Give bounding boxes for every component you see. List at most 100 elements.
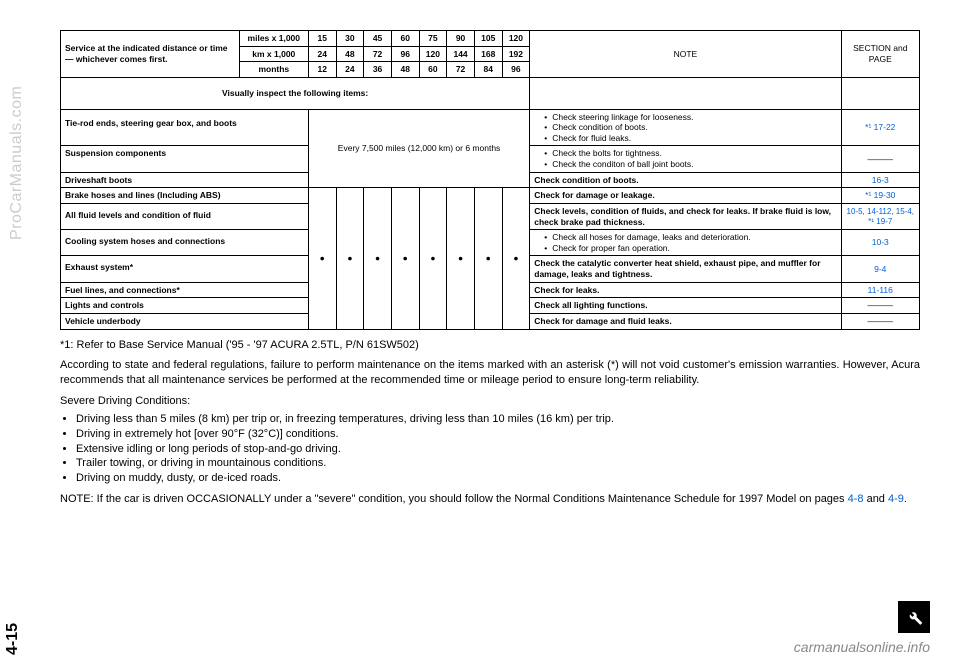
miles-7: 120 (502, 31, 530, 47)
interval-cell: Every 7,500 miles (12,000 km) or 6 month… (308, 109, 529, 188)
g1-page-2: 16-3 (841, 172, 919, 188)
g2-page-4: 11-116 (841, 282, 919, 298)
header-row-1: Service at the indicated distance or tim… (61, 31, 920, 47)
km-7: 192 (502, 46, 530, 62)
inspect-note-empty (530, 77, 841, 109)
service-label: Service at the indicated distance or tim… (61, 31, 240, 78)
g1-note-0-1: Check condition of boots. (544, 122, 836, 133)
g2-page-5: ——— (841, 298, 919, 314)
g1-item-2: Driveshaft boots (61, 172, 309, 188)
g2-item-0: Brake hoses and lines (Including ABS) (61, 188, 309, 204)
g2-note-0: Check for damage or leakage. (530, 188, 841, 204)
severe-2: Extensive idling or long periods of stop… (76, 442, 920, 457)
inspect-banner: Visually inspect the following items: (61, 77, 530, 109)
dot-7: ● (502, 188, 530, 329)
footnote: *1: Refer to Base Service Manual ('95 - … (60, 338, 920, 353)
g2-note-4: Check for leaks. (530, 282, 841, 298)
mo-0: 12 (308, 62, 336, 78)
inspect-page-empty (841, 77, 919, 109)
g2-note-6: Check for damage and fluid leaks. (530, 313, 841, 329)
miles-6: 105 (474, 31, 502, 47)
g2-note-3: Check the catalytic converter heat shiel… (530, 256, 841, 282)
unit-miles: miles x 1,000 (239, 31, 308, 47)
g1-page-0: *¹ 17-22 (841, 109, 919, 146)
g2-note-1: Check levels, condition of fluids, and c… (530, 203, 841, 229)
note-header: NOTE (530, 31, 841, 78)
g2-page-2: 10-3 (841, 230, 919, 256)
g1-page-1: ——— (841, 146, 919, 172)
mo-3: 48 (391, 62, 419, 78)
g2-page-0: *¹ 19-30 (841, 188, 919, 204)
dot-3: ● (391, 188, 419, 329)
g1-note-1-0: Check the bolts for tightness. (544, 148, 836, 159)
inspect-banner-row: Visually inspect the following items: (61, 77, 920, 109)
g2-note-2-1: Check for proper fan operation. (544, 243, 836, 254)
g2-note-2-0: Check all hoses for damage, leaks and de… (544, 232, 836, 243)
g2-note-5: Check all lighting functions. (530, 298, 841, 314)
g1-note-0-2: Check for fluid leaks. (544, 133, 836, 144)
km-1: 48 (336, 46, 364, 62)
g1-row-0: Tie-rod ends, steering gear box, and boo… (61, 109, 920, 146)
g1-note-2: Check condition of boots. (530, 172, 841, 188)
unit-months: months (239, 62, 308, 78)
km-4: 120 (419, 46, 447, 62)
km-6: 168 (474, 46, 502, 62)
g2-item-4: Fuel lines, and connections* (61, 282, 309, 298)
dot-5: ● (447, 188, 475, 329)
g2-page-3: 9-4 (841, 256, 919, 282)
mo-7: 96 (502, 62, 530, 78)
miles-4: 75 (419, 31, 447, 47)
g1-note-1-1: Check the conditon of ball joint boots. (544, 159, 836, 170)
km-3: 96 (391, 46, 419, 62)
wrench-icon (898, 601, 930, 633)
km-2: 72 (364, 46, 392, 62)
note-link-2[interactable]: 4-9 (888, 493, 904, 505)
g2-item-2: Cooling system hoses and connections (61, 230, 309, 256)
note-para: NOTE: If the car is driven OCCASIONALLY … (60, 492, 920, 507)
note-and: and (864, 493, 888, 505)
severe-label: Severe Driving Conditions: (60, 394, 920, 409)
g1-item-1: Suspension components (61, 146, 309, 172)
dot-6: ● (474, 188, 502, 329)
km-5: 144 (447, 46, 475, 62)
g2-item-6: Vehicle underbody (61, 313, 309, 329)
mo-4: 60 (419, 62, 447, 78)
g2-item-5: Lights and controls (61, 298, 309, 314)
dot-2: ● (364, 188, 392, 329)
miles-2: 45 (364, 31, 392, 47)
footer-right: carmanualsonline.info (794, 639, 930, 655)
km-0: 24 (308, 46, 336, 62)
mo-6: 84 (474, 62, 502, 78)
g2-page-1: 10-5, 14-112, 15-4, *¹ 19-7 (841, 203, 919, 229)
g2-note-2: Check all hoses for damage, leaks and de… (530, 230, 841, 256)
severe-list: Driving less than 5 miles (8 km) per tri… (76, 412, 920, 486)
severe-0: Driving less than 5 miles (8 km) per tri… (76, 412, 920, 427)
miles-0: 15 (308, 31, 336, 47)
body-text: *1: Refer to Base Service Manual ('95 - … (60, 338, 920, 507)
g2-page-6: ——— (841, 313, 919, 329)
maintenance-table: Service at the indicated distance or tim… (60, 30, 920, 330)
severe-3: Trailer towing, or driving in mountainou… (76, 456, 920, 471)
miles-1: 30 (336, 31, 364, 47)
g2-item-1: All fluid levels and condition of fluid (61, 203, 309, 229)
g2-row-0: Brake hoses and lines (Including ABS) ● … (61, 188, 920, 204)
g2-item-3: Exhaust system* (61, 256, 309, 282)
miles-3: 60 (391, 31, 419, 47)
page-number: 4-15 (4, 623, 22, 655)
dot-4: ● (419, 188, 447, 329)
severe-4: Driving on muddy, dusty, or de-iced road… (76, 471, 920, 486)
note-link-1[interactable]: 4-8 (848, 493, 864, 505)
main-content: Service at the indicated distance or tim… (0, 0, 960, 523)
g1-note-1: Check the bolts for tightness. Check the… (530, 146, 841, 172)
dot-1: ● (336, 188, 364, 329)
severe-1: Driving in extremely hot [over 90°F (32°… (76, 427, 920, 442)
g1-note-0: Check steering linkage for looseness. Ch… (530, 109, 841, 146)
dot-0: ● (308, 188, 336, 329)
watermark-left: ProCarManuals.com (8, 86, 26, 240)
g1-note-0-0: Check steering linkage for looseness. (544, 112, 836, 123)
miles-5: 90 (447, 31, 475, 47)
unit-km: km x 1,000 (239, 46, 308, 62)
g1-item-0: Tie-rod ends, steering gear box, and boo… (61, 109, 309, 146)
section-header: SECTION and PAGE (841, 31, 919, 78)
mo-1: 24 (336, 62, 364, 78)
